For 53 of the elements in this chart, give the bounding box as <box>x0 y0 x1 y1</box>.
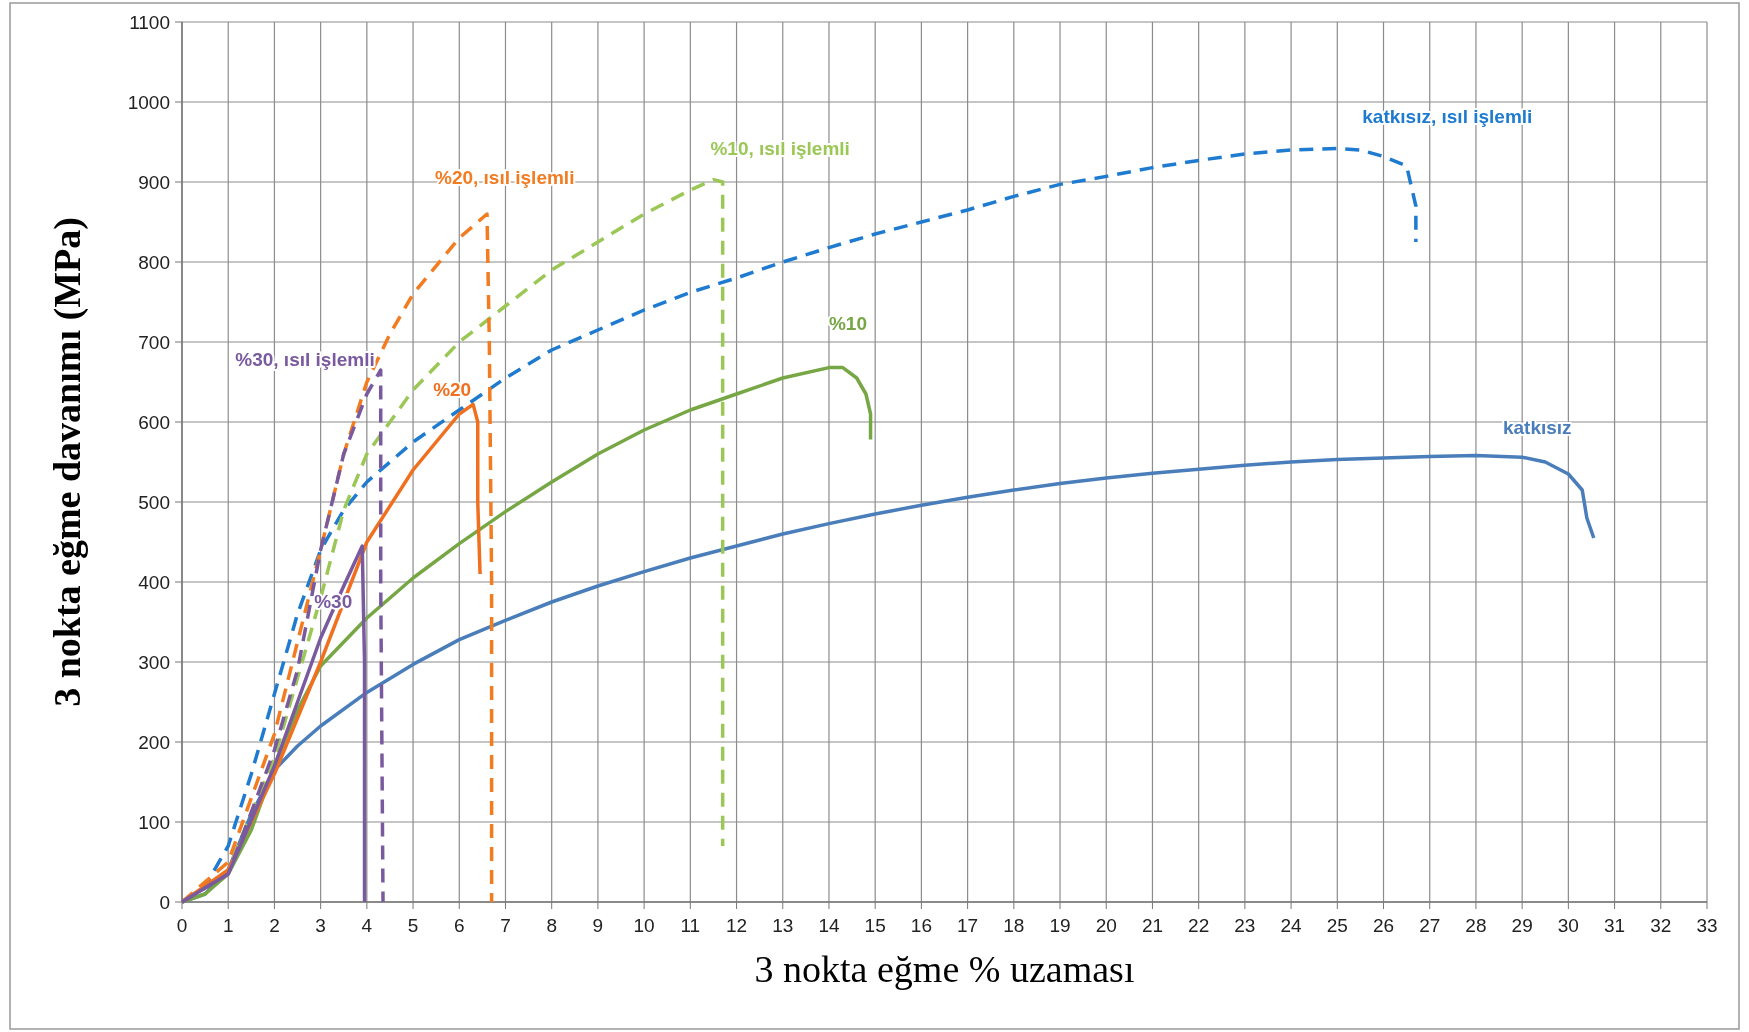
x-tick-label: 27 <box>1419 915 1441 936</box>
x-axis-title: 3 nokta eğme % uzaması <box>754 948 1135 990</box>
x-tick-label: 7 <box>500 915 511 936</box>
y-axis-title: 3 nokta eğme davanımı (MPa) <box>46 217 89 707</box>
x-tick-label: 18 <box>1003 915 1025 936</box>
x-tick-label: 32 <box>1650 915 1672 936</box>
y-tick-label: 900 <box>138 171 170 193</box>
x-tick-label: 9 <box>592 915 604 936</box>
text: %20, ısıl işlemli <box>435 167 575 188</box>
y-tick-label: 100 <box>138 811 170 833</box>
y-tick-label: 200 <box>138 731 170 753</box>
x-tick-label: 0 <box>176 915 188 936</box>
x-tick-label: 2 <box>269 915 280 936</box>
x-tick-label: 5 <box>407 915 419 936</box>
x-tick-label: 26 <box>1372 915 1395 936</box>
x-tick-label: 8 <box>546 915 557 936</box>
x-tick-label: 24 <box>1280 915 1303 936</box>
y-tick-label: 700 <box>138 331 170 353</box>
x-tick-label: 14 <box>818 915 840 936</box>
y-tick-label: 500 <box>138 491 170 513</box>
y-tick-label: 800 <box>138 251 170 273</box>
x-tick-label: 31 <box>1604 915 1626 936</box>
x-tick-label: 3 <box>315 915 326 936</box>
series-label: %10 <box>828 312 867 334</box>
x-tick-label: 23 <box>1234 915 1256 936</box>
x-tick-label: 6 <box>453 915 465 936</box>
x-tick-label: 20 <box>1095 915 1117 936</box>
y-tick-label: 600 <box>138 411 170 433</box>
x-tick-label: 19 <box>1049 915 1071 936</box>
x-tick-label: 28 <box>1465 915 1487 936</box>
x-tick-label: 1 <box>222 915 234 936</box>
series-label: katkısız, ısıl işlemli <box>1362 106 1533 128</box>
x-tick-label: 21 <box>1141 915 1164 936</box>
x-tick-label: 11 <box>680 915 701 936</box>
x-tick-label: 17 <box>957 915 979 936</box>
x-tick-label: 15 <box>864 915 886 936</box>
x-tick-label: 29 <box>1511 915 1533 936</box>
x-tick-label: 4 <box>361 915 373 936</box>
y-tick-label: 0 <box>159 891 170 913</box>
x-tick-label: 30 <box>1557 915 1579 936</box>
x-tick-label: 13 <box>772 915 794 936</box>
series-label: %20 <box>433 379 472 401</box>
x-tick-label: 12 <box>725 915 748 936</box>
x-tick-label: 25 <box>1326 915 1348 936</box>
x-tick-label: 33 <box>1696 915 1718 936</box>
x-tick-label: 16 <box>910 915 932 936</box>
y-tick-label: 400 <box>138 571 170 593</box>
y-tick-label: 300 <box>138 651 170 673</box>
y-tick-label: 1100 <box>129 11 170 33</box>
x-tick-label: 10 <box>633 915 655 936</box>
x-tick-label: 22 <box>1188 915 1210 936</box>
line-series <box>180 212 494 904</box>
y-tick-label: 1000 <box>127 91 170 113</box>
